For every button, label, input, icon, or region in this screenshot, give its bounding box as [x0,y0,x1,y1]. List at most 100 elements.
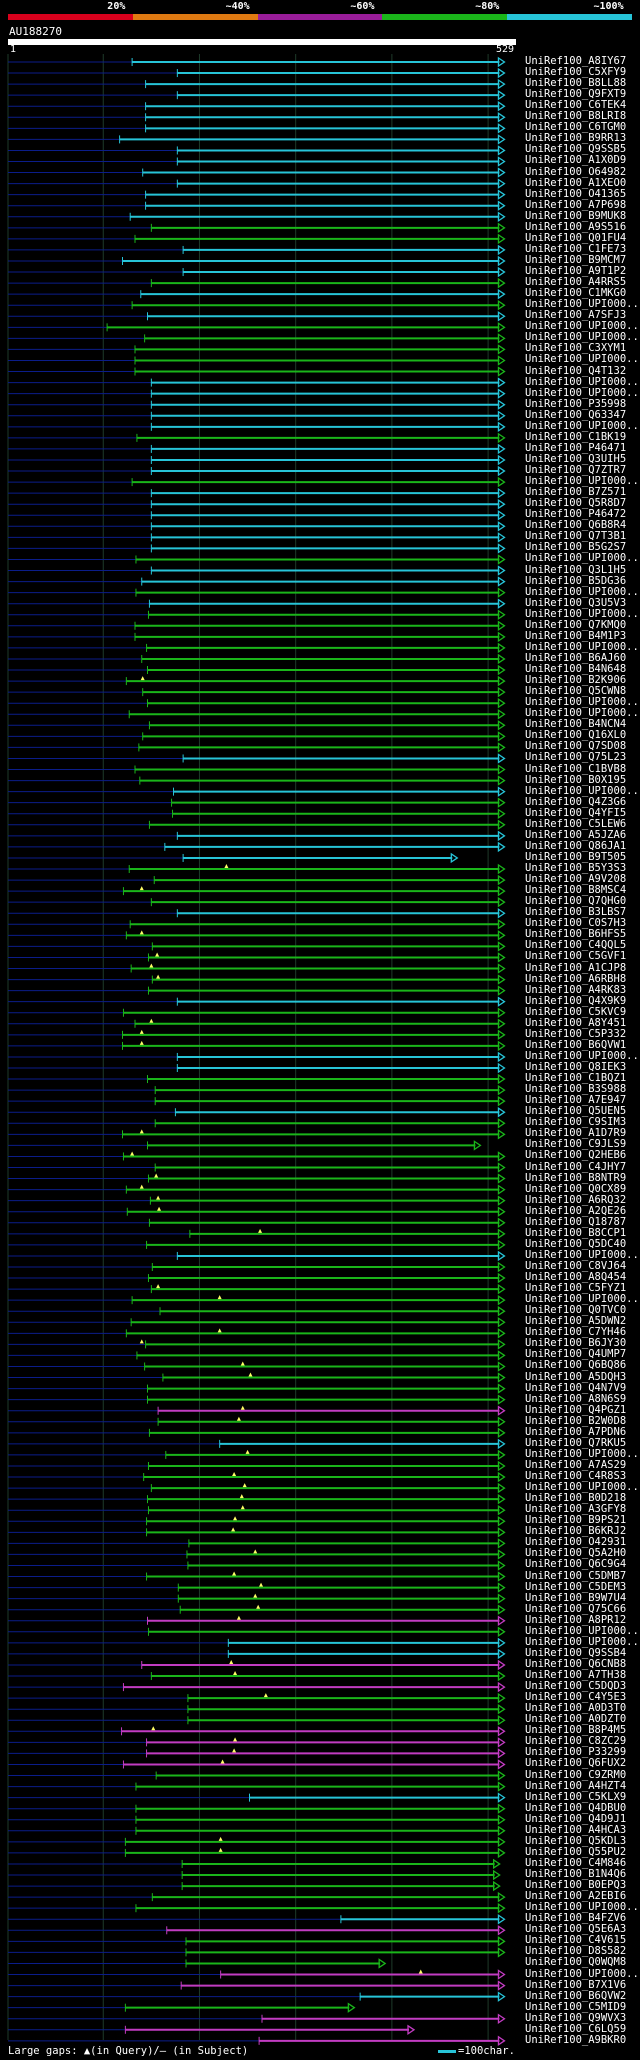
hit-label[interactable]: UniRef100_UPI000... [525,320,640,333]
hit-label[interactable]: UniRef100_UPI000... [525,386,640,399]
hit-label[interactable]: UniRef100_UPI000... [525,1049,640,1062]
hit-label[interactable]: UniRef100_B6QVW2 [525,1989,627,2002]
hit-label[interactable]: UniRef100_A5DQH3 [525,1370,627,1383]
hit-label[interactable]: UniRef100_C4R8S3 [525,1470,627,1483]
hit-label[interactable]: UniRef100_B9MUK8 [525,209,627,222]
hit-label[interactable]: UniRef100_C5LEW6 [525,817,627,830]
hit-label[interactable]: UniRef100_Q7SD08 [525,740,627,753]
hit-label[interactable]: UniRef100_Q55PU2 [525,1845,627,1858]
hit-label[interactable]: UniRef100_A5JZA6 [525,828,627,841]
hit-label[interactable]: UniRef100_C6TEK4 [525,99,627,112]
hit-label[interactable]: UniRef100_B6AJ60 [525,651,627,664]
hit-label[interactable]: UniRef100_B2W0D8 [525,1414,627,1427]
hit-label[interactable]: UniRef100_B9PS21 [525,1514,627,1527]
hit-label[interactable]: UniRef100_Q63347 [525,408,627,421]
hit-label[interactable]: UniRef100_Q6C9G4 [525,1558,627,1571]
hit-label[interactable]: UniRef100_Q6BQ86 [525,1359,627,1372]
hit-label[interactable]: UniRef100_UPI000... [525,1293,640,1306]
hit-label[interactable]: UniRef100_Q5KDL3 [525,1834,627,1847]
hit-label[interactable]: UniRef100_C9SIM3 [525,1116,627,1129]
hit-label[interactable]: UniRef100_C8ZC29 [525,1735,627,1748]
hit-label[interactable]: UniRef100_Q75C66 [525,1602,627,1615]
hit-label[interactable]: UniRef100_Q3UIH5 [525,452,627,465]
hit-label[interactable]: UniRef100_UPI000... [525,475,640,488]
hit-label[interactable]: UniRef100_B1N4Q6 [525,1868,627,1881]
hit-label[interactable]: UniRef100_C3XYM1 [525,342,627,355]
hit-label[interactable]: UniRef100_A7PDN6 [525,1425,627,1438]
hit-label[interactable]: UniRef100_UPI000... [525,1635,640,1648]
hit-label[interactable]: UniRef100_C6TGM0 [525,121,627,134]
hit-label[interactable]: UniRef100_Q7KMQ0 [525,618,627,631]
hit-label[interactable]: UniRef100_Q7QHG0 [525,895,627,908]
hit-label[interactable]: UniRef100_C1MKG0 [525,287,627,300]
hit-label[interactable]: UniRef100_A8Y451 [525,1016,627,1029]
hit-label[interactable]: UniRef100_Q5E6A3 [525,1923,627,1936]
hit-label[interactable]: UniRef100_B9MCM7 [525,253,627,266]
hit-label[interactable]: UniRef100_A4RRS5 [525,276,627,289]
hit-label[interactable]: UniRef100_A5DWN2 [525,1315,627,1328]
hit-label[interactable]: UniRef100_C5MID9 [525,2000,627,2013]
hit-label[interactable]: UniRef100_A9S516 [525,220,627,233]
hit-label[interactable]: UniRef100_D8S582 [525,1945,627,1958]
hit-label[interactable]: UniRef100_A0DZT0 [525,1713,627,1726]
hit-label[interactable]: UniRef100_C4QQL5 [525,939,627,952]
hit-label[interactable]: UniRef100_B7X1V6 [525,1978,627,1991]
hit-label[interactable]: UniRef100_A2EBI6 [525,1890,627,1903]
hit-label[interactable]: UniRef100_A9BKR0 [525,2033,627,2046]
hit-label[interactable]: UniRef100_C0S7H3 [525,917,627,930]
hit-label[interactable]: UniRef100_Q6B8R4 [525,519,627,532]
hit-label[interactable]: UniRef100_B8P4M5 [525,1724,627,1737]
hit-label[interactable]: UniRef100_UPI000... [525,298,640,311]
hit-label[interactable]: UniRef100_Q3L1H5 [525,563,627,576]
hit-label[interactable]: UniRef100_UPI000... [525,1967,640,1980]
hit-label[interactable]: UniRef100_A8PR12 [525,1613,627,1626]
hit-label[interactable]: UniRef100_Q16XL0 [525,729,627,742]
hit-label[interactable]: UniRef100_A7SFJ3 [525,309,627,322]
hit-label[interactable]: UniRef100_UPI000... [525,375,640,388]
hit-label[interactable]: UniRef100_A3GFY8 [525,1503,627,1516]
hit-label[interactable]: UniRef100_C5DEM3 [525,1580,627,1593]
hit-label[interactable]: UniRef100_Q4D9J1 [525,1812,627,1825]
hit-label[interactable]: UniRef100_Q5CWN8 [525,685,627,698]
hit-label[interactable]: UniRef100_Q9WVX3 [525,2011,627,2024]
hit-label[interactable]: UniRef100_UPI000... [525,1248,640,1261]
hit-label[interactable]: UniRef100_Q3U5V3 [525,596,627,609]
hit-label[interactable]: UniRef100_UPI000... [525,1447,640,1460]
hit-label[interactable]: UniRef100_B6HFS5 [525,928,627,941]
hit-label[interactable]: UniRef100_UPI000... [525,784,640,797]
hit-label[interactable]: UniRef100_B6QVW1 [525,1038,627,1051]
hit-label[interactable]: UniRef100_A6RQ32 [525,1193,627,1206]
hit-label[interactable]: UniRef100_Q0TVC0 [525,1304,627,1317]
hit-label[interactable]: UniRef100_P46471 [525,441,627,454]
hit-label[interactable]: UniRef100_B8CCP1 [525,1226,627,1239]
hit-label[interactable]: UniRef100_C5KLX9 [525,1790,627,1803]
hit-label[interactable]: UniRef100_Q5UEN5 [525,1105,627,1118]
hit-label[interactable]: UniRef100_UPI000... [525,585,640,598]
hit-label[interactable]: UniRef100_B4M1P3 [525,629,627,642]
hit-label[interactable]: UniRef100_B0D218 [525,1492,627,1505]
hit-label[interactable]: UniRef100_Q9SSB4 [525,1646,627,1659]
hit-label[interactable]: UniRef100_Q01FU4 [525,231,627,244]
hit-label[interactable]: UniRef100_C4V615 [525,1934,627,1947]
hit-label[interactable]: UniRef100_B3S988 [525,1083,627,1096]
hit-label[interactable]: UniRef100_B9W7U4 [525,1591,627,1604]
hit-label[interactable]: UniRef100_C9ZRM0 [525,1768,627,1781]
hit-label[interactable]: UniRef100_Q0CX89 [525,1182,627,1195]
hit-label[interactable]: UniRef100_B4NCN4 [525,718,627,731]
hit-label[interactable]: UniRef100_Q86JA1 [525,839,627,852]
hit-label[interactable]: UniRef100_C4JHY7 [525,1160,627,1173]
hit-label[interactable]: UniRef100_Q8IEK3 [525,1061,627,1073]
hit-label[interactable]: UniRef100_C1BQZ1 [525,1072,627,1085]
hit-label[interactable]: UniRef100_UPI000... [525,419,640,432]
hit-label[interactable]: UniRef100_C5KVC9 [525,1005,627,1018]
hit-label[interactable]: UniRef100_B5G2S7 [525,541,627,554]
hit-label[interactable]: UniRef100_UPI000... [525,353,640,366]
hit-label[interactable]: UniRef100_A8Q454 [525,1271,627,1284]
hit-label[interactable]: UniRef100_B7Z571 [525,486,627,499]
hit-label[interactable]: UniRef100_A8IY67 [525,55,627,67]
hit-label[interactable]: UniRef100_C1FE73 [525,242,627,255]
hit-label[interactable]: UniRef100_O42931 [525,1536,627,1549]
hit-label[interactable]: UniRef100_C8VJ64 [525,1259,627,1272]
hit-label[interactable]: UniRef100_Q5DC40 [525,1237,627,1250]
hit-label[interactable]: UniRef100_C4Y5E3 [525,1691,627,1704]
